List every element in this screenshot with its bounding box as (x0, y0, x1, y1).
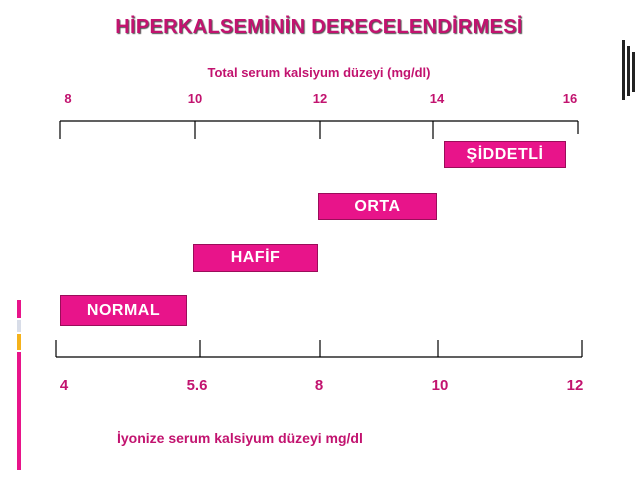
top-tick-label: 8 (64, 91, 72, 106)
top-tick-label: 16 (562, 91, 578, 106)
grade-box-siddetli: ŞİDDETLİ (444, 141, 566, 168)
bottom-tick-label: 8 (314, 377, 324, 394)
left-decor-bar (17, 0, 21, 479)
bottom-tick-label: 5.6 (186, 377, 208, 394)
bottom-tick-label: 12 (566, 377, 584, 394)
page-title: HİPERKALSEMİNİN DERECELENDİRMESİ (115, 16, 523, 38)
top-tick-label: 10 (187, 91, 203, 106)
grade-box-normal: NORMAL (60, 295, 187, 326)
bottom-tick-label: 4 (59, 377, 69, 394)
top-tick-label: 12 (312, 91, 328, 106)
grade-box-orta: ORTA (318, 193, 437, 220)
decorative-lines-icon (622, 40, 635, 100)
top-axis-label: Total serum kalsiyum düzeyi (mg/dl) (207, 65, 431, 80)
grade-box-hafif: HAFİF (193, 244, 318, 272)
bottom-tick-label: 10 (431, 377, 449, 394)
top-tick-label: 14 (429, 91, 445, 106)
bottom-axis-label: İyonize serum kalsiyum düzeyi mg/dl (117, 430, 363, 446)
